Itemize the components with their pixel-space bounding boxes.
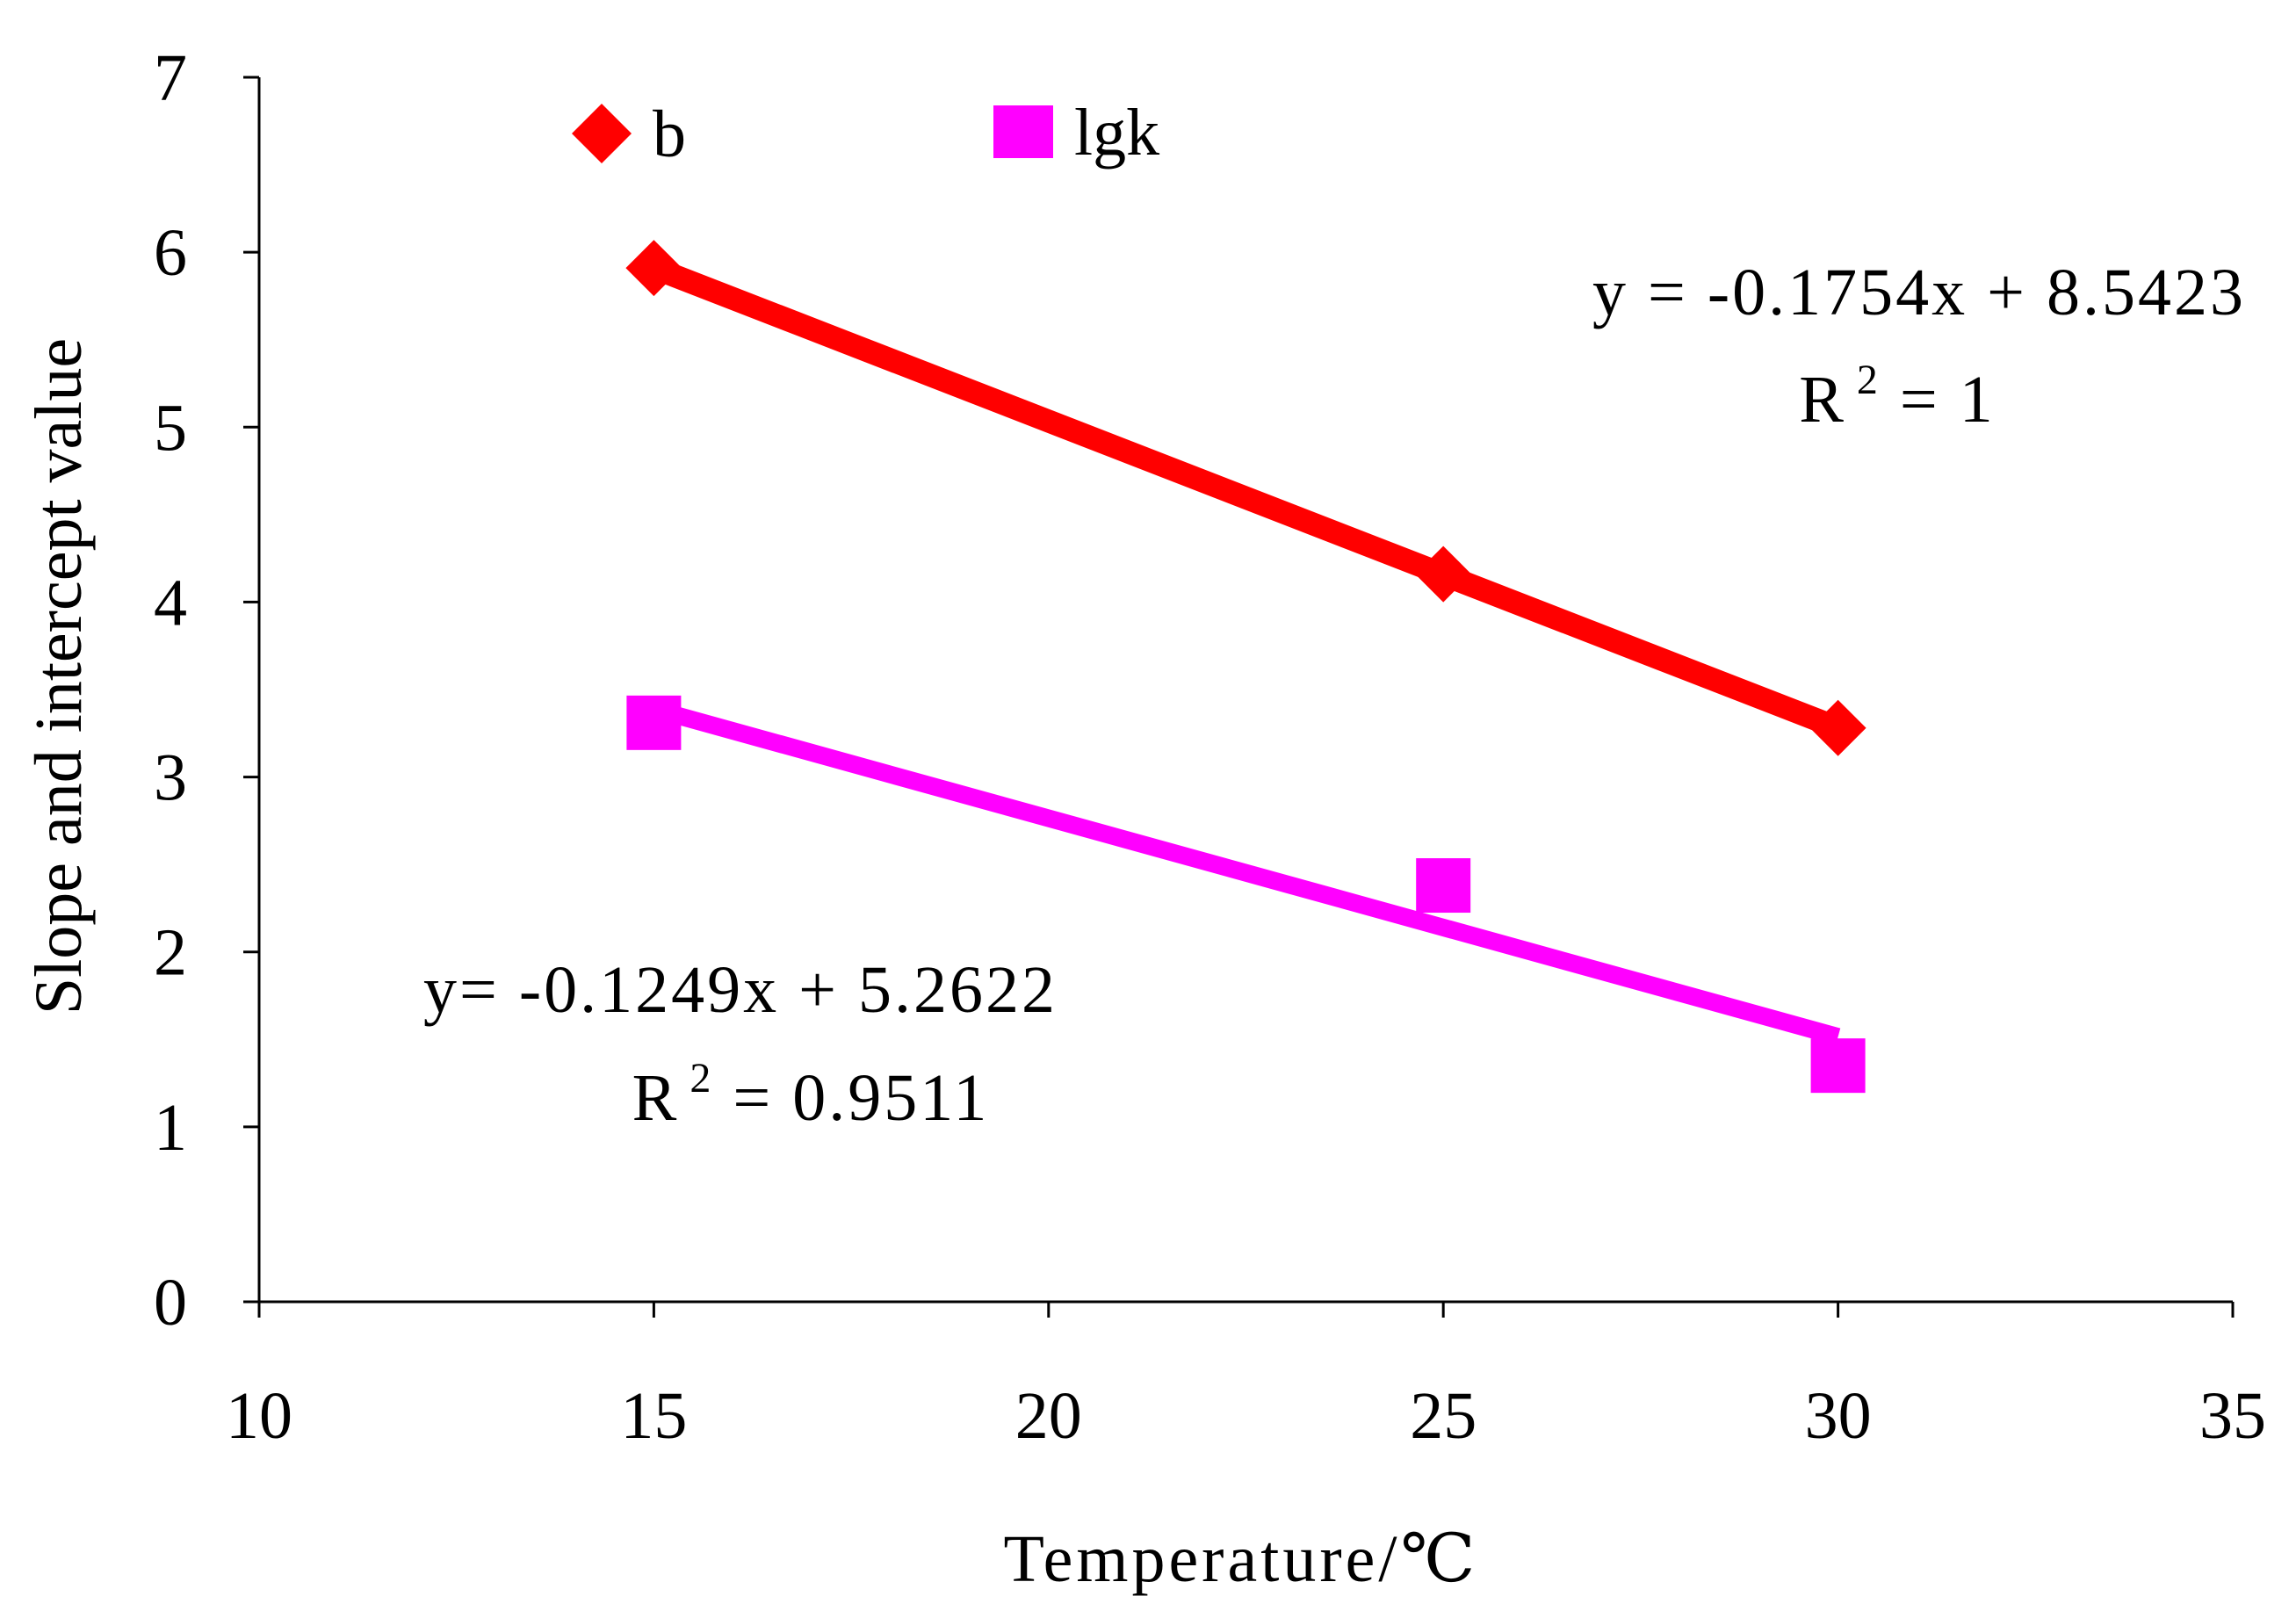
x-axis-title: Temperature/℃ bbox=[1003, 1522, 1478, 1596]
y-tick-label: 1 bbox=[154, 1091, 187, 1165]
marker-lgk bbox=[1416, 858, 1471, 914]
y-tick-label: 2 bbox=[154, 916, 187, 990]
trendline-lgk bbox=[651, 700, 1841, 1045]
axes: 0 1 2 3 4 5 6 7 10 15 20 25 30 35 bbox=[154, 41, 2266, 1453]
trendline-b bbox=[649, 256, 1843, 739]
trendlines bbox=[649, 256, 1843, 1045]
y-tick-label: 5 bbox=[154, 391, 187, 465]
x-tick-label: 10 bbox=[226, 1379, 292, 1453]
x-tick-label: 35 bbox=[2199, 1379, 2266, 1453]
x-tick-label: 30 bbox=[1805, 1379, 1872, 1453]
equation-lgk: y= -0.1249x + 5.2622 bbox=[423, 953, 1058, 1027]
marker-lgk bbox=[626, 695, 682, 750]
y-tick-label: 4 bbox=[154, 566, 187, 639]
x-tick-label: 20 bbox=[1015, 1379, 1082, 1453]
data-markers bbox=[625, 240, 1866, 1094]
marker-b bbox=[1415, 545, 1472, 603]
marker-lgk bbox=[1810, 1038, 1866, 1094]
marker-b bbox=[1809, 699, 1866, 756]
legend-label-lgk: lgk bbox=[1074, 96, 1159, 170]
equation-annotations: y = -0.1754x + 8.5423 R 2 = 1 y= -0.1249x +… bbox=[423, 256, 2246, 1135]
y-tick-label: 3 bbox=[154, 741, 187, 815]
y-tick-label: 0 bbox=[154, 1266, 187, 1340]
equation-b: y = -0.1754x + 8.5423 bbox=[1592, 256, 2246, 329]
x-tick-label: 15 bbox=[620, 1379, 687, 1453]
legend-marker-lgk bbox=[993, 105, 1053, 158]
legend: b lgk bbox=[572, 96, 1159, 171]
legend-marker-b bbox=[572, 104, 632, 163]
legend-label-b: b bbox=[653, 98, 686, 171]
y-tick-label: 6 bbox=[154, 216, 187, 290]
x-tick-label: 25 bbox=[1410, 1379, 1477, 1453]
y-tick-label: 7 bbox=[154, 41, 187, 115]
marker-b bbox=[625, 240, 682, 297]
y-axis-title: Slope and intercept value bbox=[22, 338, 96, 1015]
